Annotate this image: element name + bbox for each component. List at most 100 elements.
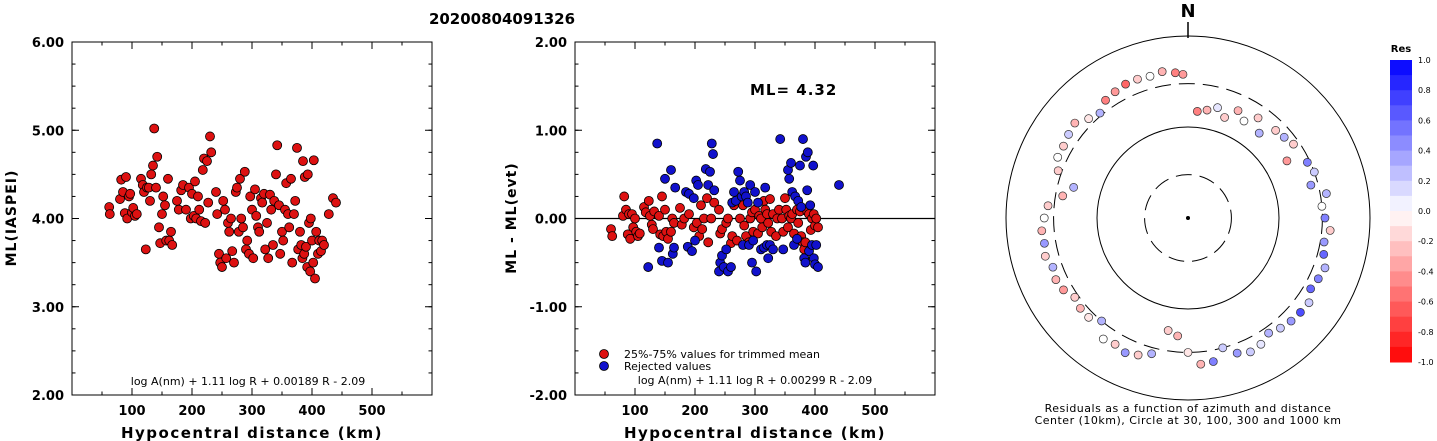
polar-data-point (1253, 113, 1263, 123)
chart1-ticks: 100 200 300 400 500 2.00 3.00 4.00 5.00 6.00 (32, 36, 433, 419)
chart2-trimmed-point (703, 237, 714, 248)
chart2-trimmed-point (660, 204, 670, 215)
chart2-rejected-point (751, 266, 762, 277)
polar-data-point (1059, 285, 1068, 295)
legend-label-trimmed: 25%-75% values for trimmed mean (624, 348, 820, 361)
polar-data-point (1256, 339, 1266, 349)
polar-data-point (1170, 68, 1180, 78)
chart1-data-point (218, 195, 229, 206)
chart1-ytick-label: 4.00 (32, 213, 64, 228)
chart1-data-point (206, 147, 217, 158)
chart1-data-point (172, 195, 182, 206)
polar-data-point (1213, 103, 1222, 113)
chart2-trimmed-point (793, 218, 804, 228)
chart2-trimmed-point (771, 231, 781, 242)
colorbar-title: Res (1391, 44, 1411, 55)
polar-data-point (1306, 180, 1316, 190)
north-label: N (1180, 1, 1195, 22)
chart2-trimmed-point (780, 193, 790, 204)
chart1-data-point (290, 195, 301, 206)
polar-data-point (1254, 128, 1264, 138)
chart2-formula: log A(nm) + 1.11 log R + 0.00299 R - 2.0… (638, 374, 872, 387)
chart-ml-residual: 100 200 300 400 500 -2.00 -1.00 0.00 1.00 2.00 ML… (504, 36, 936, 441)
chart1-data-point (295, 226, 305, 237)
chart1-data-point (305, 266, 316, 277)
chart1-data-point (251, 210, 262, 221)
colorbar-tick-label: 0.0 (1418, 207, 1431, 216)
chart1-xtick-label: 200 (178, 404, 205, 419)
chart2-xtick-label: 500 (861, 404, 888, 419)
chart1-data-point (140, 244, 151, 255)
chart2-rejected-point (709, 185, 720, 196)
chart1-data-point (221, 253, 232, 264)
chart2-trimmed-point (684, 209, 694, 219)
chart2-rejected-point (768, 244, 778, 255)
chart1-data-point (275, 248, 286, 259)
polar-data-point (1208, 357, 1218, 366)
chart2-trimmed-point (697, 224, 708, 234)
chart1-data-point (157, 209, 167, 219)
polar-data-point (1202, 105, 1212, 115)
polar-data-point (1040, 251, 1050, 261)
chart2-trimmed-point (643, 195, 654, 206)
polar-data-point (1133, 74, 1142, 84)
polar-ring-30km (1144, 174, 1232, 262)
chart1-data-point (278, 235, 289, 246)
chart2-rejected-point (687, 246, 697, 257)
chart1-data-point (308, 155, 319, 166)
chart1-data-point (272, 140, 283, 151)
chart1-data-point (146, 169, 157, 180)
polar-data-point (1320, 213, 1330, 223)
colorbar-segment (1390, 226, 1412, 242)
chart1-xlabel: Hypocentral distance (km) (121, 424, 383, 441)
chart2-xtick-label: 300 (741, 404, 768, 419)
chart2-trimmed-point (666, 226, 676, 237)
colorbar-tick-label: 0.8 (1418, 86, 1431, 95)
chart2-trimmed-point (607, 231, 618, 242)
chart2-points (606, 134, 844, 277)
chart2-trimmed-point (648, 224, 658, 234)
chart2-trimmed-point (619, 191, 630, 202)
chart2-trimmed-point (696, 200, 706, 211)
polar-data-point (1306, 284, 1315, 294)
colorbar-tick-label: 1.0 (1418, 56, 1431, 65)
chart2-rejected-point (808, 160, 819, 171)
polar-data-point (1303, 157, 1312, 167)
colorbar-tick-label: -0.2 (1418, 237, 1434, 246)
polar-center-dot (1186, 216, 1190, 220)
chart2-rejected-point (760, 182, 771, 193)
chart2-rejected-point (795, 160, 805, 171)
chart2-ytick-label: -2.00 (530, 389, 567, 404)
chart2-rejected-point (706, 138, 717, 149)
polar-data-point (1317, 201, 1327, 211)
chart1-formula: log A(nm) + 1.11 log R + 0.00189 R - 2.0… (131, 375, 365, 388)
polar-data-point (1120, 348, 1130, 358)
chart2-rejected-point (786, 158, 796, 168)
polar-data-point (1095, 108, 1105, 118)
polar-data-point (1133, 350, 1143, 360)
polar-data-point (1098, 334, 1108, 344)
chart2-rejected-point (813, 262, 823, 272)
polar-data-point (1264, 328, 1273, 338)
chart1-ytick-label: 3.00 (32, 301, 64, 316)
chart1-data-point (248, 253, 259, 264)
colorbar-segment (1390, 316, 1412, 333)
polar-data-point (1043, 201, 1053, 211)
chart1-data-point (212, 209, 223, 219)
chart2-trimmed-point (709, 197, 720, 208)
polar-ring-1000km (1005, 35, 1371, 401)
chart1-data-point (301, 241, 311, 252)
chart1-data-point (220, 204, 230, 215)
polar-data-point (1282, 156, 1292, 166)
polar-data-point (1178, 69, 1188, 79)
polar-data-point (1220, 113, 1229, 122)
chart1-data-point (104, 209, 115, 219)
chart1-data-point (331, 197, 341, 208)
colorbar-segment (1390, 75, 1412, 91)
colorbar-tick-label: -0.8 (1418, 328, 1434, 337)
chart2-xtick-label: 400 (801, 404, 828, 419)
chart2-rejected-point (708, 149, 718, 159)
polar-data-point (1064, 130, 1073, 139)
chart1-points (104, 123, 341, 284)
chart1-data-point (242, 235, 253, 246)
